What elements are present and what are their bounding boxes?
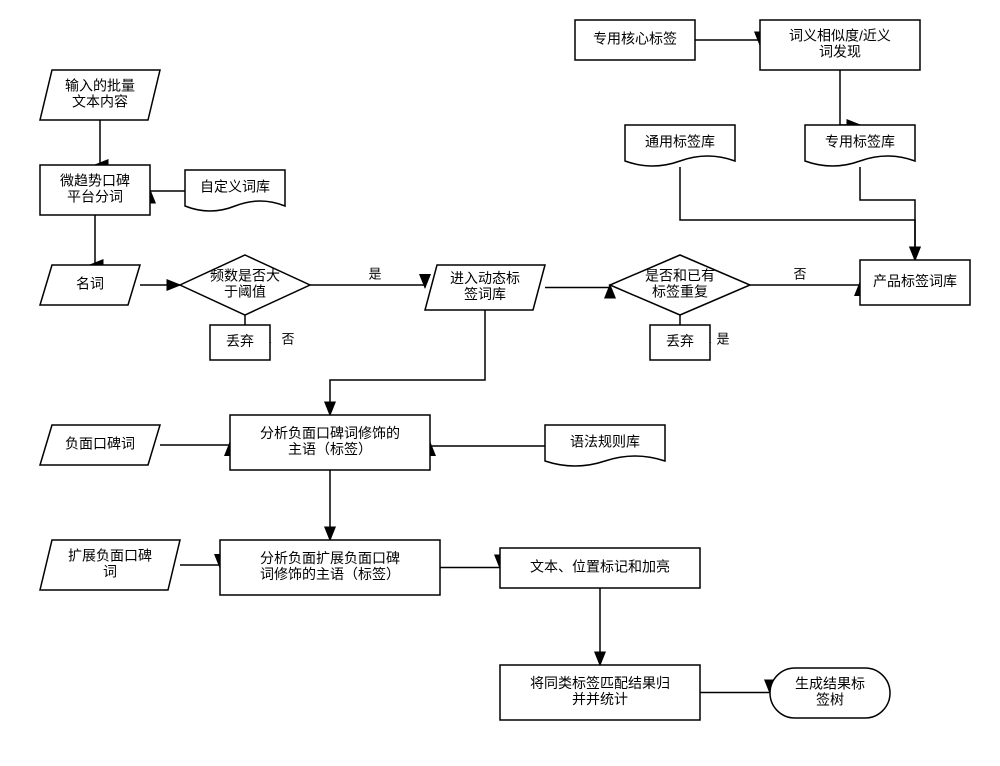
svg-text:并并统计: 并并统计 <box>572 691 628 707</box>
svg-text:词: 词 <box>103 564 117 580</box>
svg-text:扩展负面口碑: 扩展负面口碑 <box>68 548 152 564</box>
svg-text:词修饰的主语（标签）: 词修饰的主语（标签） <box>260 566 400 582</box>
svg-text:签词库: 签词库 <box>464 286 506 302</box>
svg-text:微趋势口碑: 微趋势口碑 <box>60 173 130 189</box>
svg-text:专用核心标签: 专用核心标签 <box>593 31 677 47</box>
svg-text:频数是否大: 频数是否大 <box>210 268 280 284</box>
svg-text:是否和已有: 是否和已有 <box>645 268 715 284</box>
svg-text:否: 否 <box>281 331 294 346</box>
svg-text:分析负面扩展负面口碑: 分析负面扩展负面口碑 <box>260 550 400 566</box>
svg-text:通用标签库: 通用标签库 <box>645 134 715 150</box>
svg-text:输入的批量: 输入的批量 <box>65 78 135 94</box>
svg-text:否: 否 <box>793 266 806 281</box>
svg-text:主语（标签）: 主语（标签） <box>288 441 372 457</box>
svg-text:是: 是 <box>368 266 381 281</box>
svg-text:于阈值: 于阈值 <box>224 284 266 300</box>
svg-text:是: 是 <box>716 331 729 346</box>
svg-text:签树: 签树 <box>816 692 844 708</box>
svg-text:将同类标签匹配结果归: 将同类标签匹配结果归 <box>530 675 670 691</box>
svg-text:文本、位置标记和加亮: 文本、位置标记和加亮 <box>530 559 670 575</box>
svg-text:负面口碑词: 负面口碑词 <box>65 436 135 452</box>
svg-text:词义相似度/近义: 词义相似度/近义 <box>789 28 891 44</box>
svg-text:专用标签库: 专用标签库 <box>825 134 895 150</box>
svg-text:丢弃: 丢弃 <box>226 333 254 349</box>
flowchart-diagram: 是否是否输入的批量文本内容微趋势口碑平台分词自定义词库名词频数是否大于阈值丢弃进… <box>0 0 1000 766</box>
svg-text:产品标签词库: 产品标签词库 <box>873 273 957 289</box>
svg-text:语法规则库: 语法规则库 <box>570 434 640 450</box>
svg-text:标签重复: 标签重复 <box>652 284 708 300</box>
svg-text:词发现: 词发现 <box>819 44 861 60</box>
svg-text:自定义词库: 自定义词库 <box>200 179 270 195</box>
svg-text:生成结果标: 生成结果标 <box>795 676 865 692</box>
svg-text:丢弃: 丢弃 <box>666 333 694 349</box>
svg-text:分析负面口碑词修饰的: 分析负面口碑词修饰的 <box>260 425 400 441</box>
svg-text:进入动态标: 进入动态标 <box>450 270 520 286</box>
svg-text:平台分词: 平台分词 <box>67 189 123 205</box>
svg-text:文本内容: 文本内容 <box>72 94 128 110</box>
svg-text:名词: 名词 <box>76 276 104 292</box>
